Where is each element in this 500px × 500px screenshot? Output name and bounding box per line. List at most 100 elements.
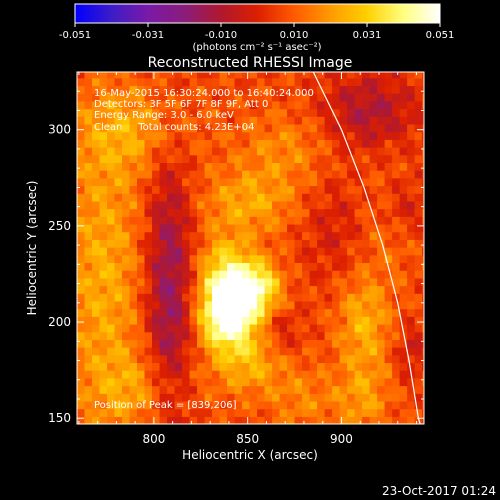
heatmap-cell (234, 400, 243, 410)
heatmap-cell (302, 408, 311, 417)
heatmap-cell (264, 293, 273, 302)
heatmap-cell (174, 108, 183, 117)
heatmap-cell (257, 208, 266, 217)
heatmap-cell (377, 85, 386, 94)
heatmap-cell (399, 77, 408, 87)
heatmap-cell (212, 177, 221, 187)
heatmap-cell (204, 147, 213, 156)
heatmap-cell (204, 262, 213, 271)
heatmap-cell (362, 223, 371, 233)
heatmap-cell (369, 85, 378, 94)
heatmap-cell (92, 408, 101, 417)
heatmap-cell (84, 347, 93, 356)
heatmap-cell (77, 400, 86, 410)
heatmap-cell (107, 385, 116, 394)
heatmap-cell (249, 85, 258, 94)
heatmap-cell (107, 108, 116, 117)
heatmap-cell (159, 139, 168, 148)
heatmap-cell (257, 139, 266, 148)
heatmap-cell (212, 200, 221, 210)
heatmap-cell (204, 362, 213, 371)
heatmap-cell (279, 239, 288, 248)
heatmap-cell (264, 416, 273, 424)
heatmap-cell (264, 154, 273, 164)
heatmap-cell (332, 116, 341, 125)
heatmap-cell (369, 408, 378, 417)
heatmap-cell (152, 85, 161, 94)
heatmap-cell (414, 362, 423, 371)
heatmap-cell (99, 339, 108, 348)
heatmap-cell (339, 308, 348, 317)
heatmap-cell (272, 100, 281, 110)
heatmap-cell (294, 362, 303, 371)
heatmap-cell (189, 339, 198, 348)
heatmap-cell (77, 416, 86, 424)
heatmap-cell (189, 247, 198, 256)
heatmap-cell (339, 100, 348, 110)
heatmap-cell (167, 247, 176, 256)
heatmap-cell (399, 385, 408, 394)
heatmap-cell (317, 239, 326, 248)
heatmap-cell (272, 285, 281, 294)
heatmap-cell (272, 200, 281, 210)
heatmap-cell (167, 85, 176, 94)
heatmap-cell (159, 385, 168, 394)
heatmap-cell (347, 131, 356, 140)
heatmap-cell (279, 231, 288, 240)
heatmap-cell (407, 93, 416, 102)
heatmap-cell (392, 300, 401, 310)
heatmap-cell (137, 262, 146, 271)
heatmap-cell (264, 316, 273, 325)
heatmap-cell (249, 385, 258, 394)
heatmap-cell (332, 170, 341, 179)
heatmap-cell (422, 308, 424, 317)
heatmap-cell (144, 177, 153, 187)
heatmap-cell (279, 116, 288, 125)
heatmap-cell (249, 262, 258, 271)
heatmap-cell (182, 77, 191, 87)
heatmap-cell (302, 185, 311, 194)
heatmap-cell (369, 200, 378, 210)
heatmap-cell (234, 108, 243, 117)
heatmap-cell (407, 193, 416, 202)
heatmap-cell (182, 131, 191, 140)
heatmap-cell (384, 177, 393, 187)
heatmap-cell (182, 270, 191, 279)
heatmap-cell (384, 93, 393, 102)
heatmap-cell (324, 123, 333, 133)
heatmap-cell (122, 308, 131, 317)
heatmap-cell (212, 377, 221, 387)
heatmap-cell (159, 131, 168, 140)
heatmap-cell (279, 323, 288, 333)
heatmap-cell (182, 370, 191, 379)
heatmap-cell (317, 385, 326, 394)
heatmap-cell (339, 139, 348, 148)
heatmap-cell (279, 147, 288, 156)
heatmap-cell (332, 362, 341, 371)
heatmap-cell (144, 72, 153, 79)
heatmap-cell (392, 85, 401, 94)
heatmap-cell (362, 408, 371, 417)
heatmap-cell (339, 277, 348, 287)
heatmap-cell (347, 400, 356, 410)
heatmap-cell (287, 208, 296, 217)
x-tick-label: 800 (142, 432, 165, 446)
heatmap-cell (422, 223, 424, 233)
heatmap-cell (99, 323, 108, 333)
heatmap-cell (92, 300, 101, 310)
heatmap-cell (197, 331, 206, 340)
heatmap-cell (92, 123, 101, 133)
heatmap-cell (272, 323, 281, 333)
heatmap-cell (287, 77, 296, 87)
heatmap-cell (204, 247, 213, 256)
heatmap-cell (392, 77, 401, 87)
heatmap-cell (197, 231, 206, 240)
heatmap-cell (272, 85, 281, 94)
heatmap-cell (369, 123, 378, 133)
heatmap-cell (174, 277, 183, 287)
heatmap-cell (369, 208, 378, 217)
heatmap-cell (399, 147, 408, 156)
heatmap-cell (84, 231, 93, 240)
heatmap-cell (362, 185, 371, 194)
heatmap-cell (159, 339, 168, 348)
